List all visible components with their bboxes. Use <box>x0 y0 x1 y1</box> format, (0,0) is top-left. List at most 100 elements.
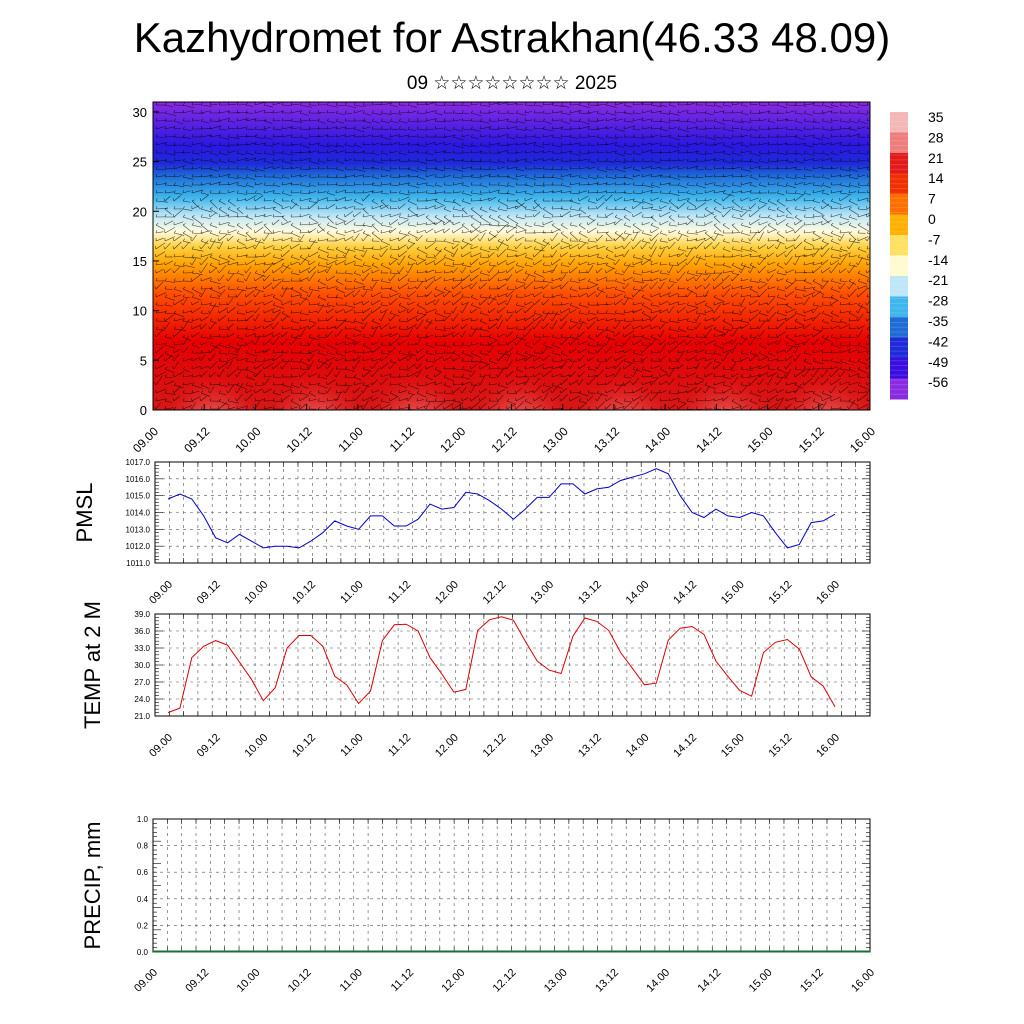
colorbar-label: 35 <box>928 109 944 125</box>
x-tick-label: 09.12 <box>195 579 223 607</box>
wind-barbs <box>154 102 870 410</box>
x-tick-label: 11.00 <box>338 732 365 759</box>
precip-panel: 0.0 0.2 0.4 0.6 0.8 1.0 09.00 09.12 10.00 10.12 11… <box>80 815 877 995</box>
x-tick-label: 14.12 <box>671 579 699 607</box>
x-tick-label: 09.12 <box>195 732 223 760</box>
x-tick-label: 15.00 <box>745 424 776 455</box>
x-tick-label: 09.12 <box>181 424 212 455</box>
colorbar-swatch <box>890 173 908 195</box>
x-tick-label: 09.12 <box>183 967 211 995</box>
y-tick-label: 27.0 <box>134 678 150 687</box>
colorbar-swatch <box>890 194 908 215</box>
x-tick-label: 10.12 <box>286 967 314 995</box>
warm-spot <box>685 348 764 410</box>
x-tick-label: 10.00 <box>242 579 270 607</box>
x-tick-label: 15.12 <box>767 579 795 607</box>
x-tick-label: 16.00 <box>814 579 842 607</box>
x-tick-label: 14.00 <box>644 967 672 995</box>
x-tick-label: 12.12 <box>481 732 509 760</box>
x-tick-label: 09.00 <box>147 732 175 760</box>
y-tick-label: 30 <box>133 105 147 120</box>
y-tick-label: 0.2 <box>137 921 149 930</box>
x-tick-label: 13.12 <box>591 424 622 455</box>
x-tick-label: 10.12 <box>290 732 318 760</box>
colorbar-label: -42 <box>928 333 948 349</box>
colorbar-label: -49 <box>928 354 948 370</box>
y-tick-label: 1013.0 <box>126 525 151 534</box>
x-tick-label: 15.00 <box>719 732 747 760</box>
y-tick-label: 0 <box>140 403 147 418</box>
colorbar-swatch <box>890 337 908 359</box>
x-tick-label: 12.00 <box>439 967 467 995</box>
colorbar-label: -21 <box>928 272 948 288</box>
x-tick-label: 15.12 <box>767 732 795 760</box>
y-axis-label: TEMP at 2 M <box>80 601 105 729</box>
y-tick-label: 1011.0 <box>126 559 150 568</box>
colorbar-label: -35 <box>928 313 948 329</box>
x-tick-label: 09.00 <box>132 967 160 995</box>
x-tick-label: 11.12 <box>386 732 413 759</box>
x-tick-label: 13.00 <box>528 732 556 760</box>
y-tick-label: 0.4 <box>137 895 149 904</box>
colorbar-label: 0 <box>928 211 936 227</box>
chart-title: Kazhydromet for Astrakhan(46.33 48.09) <box>133 14 891 61</box>
y-tick-label: 1.0 <box>137 815 149 824</box>
y-tick-label: 5 <box>140 353 147 368</box>
y-tick-label: 0.8 <box>137 842 149 851</box>
y-tick-label: 1014.0 <box>126 509 151 518</box>
temp-panel: 21.0 24.0 27.0 30.0 33.0 36.0 39.0 09.00 09.12 10… <box>80 601 871 760</box>
y-tick-label: 1016.0 <box>126 475 151 484</box>
colorbar-label: 28 <box>928 129 944 145</box>
y-tick-label: 36.0 <box>134 627 150 636</box>
y-tick-label: 20 <box>133 204 147 219</box>
chart-subtitle: 09 ☆☆☆☆☆☆☆☆ 2025 <box>406 73 618 94</box>
colorbar-swatch <box>890 317 908 338</box>
colorbar-label: 7 <box>928 191 936 207</box>
x-tick-label: 10.12 <box>290 579 318 607</box>
y-tick-label: 25 <box>133 155 147 170</box>
warm-spot <box>173 348 252 410</box>
colorbar-swatch <box>890 378 908 400</box>
x-tick-label: 13.12 <box>593 967 621 995</box>
x-tick-label: 09.00 <box>147 579 175 607</box>
y-axis-label: PMSL <box>72 483 97 543</box>
x-tick-label: 10.00 <box>242 732 270 760</box>
x-tick-label: 10.00 <box>232 424 263 455</box>
cross-section-panel: 0 5 10 15 20 25 30 09.00 09.12 10.00 10.12 11.00 11.… <box>130 101 878 455</box>
x-tick-label: 12.12 <box>488 424 519 455</box>
colorbar-swatch <box>890 132 908 154</box>
y-tick-label: 15 <box>133 254 147 269</box>
x-tick-label: 14.12 <box>696 967 724 995</box>
x-tick-label: 12.00 <box>437 424 468 455</box>
x-tick-label: 14.00 <box>624 579 652 607</box>
colorbar-label: -7 <box>928 231 941 247</box>
colorbar-label: -28 <box>928 293 948 309</box>
x-tick-label: 15.12 <box>796 424 827 455</box>
x-tick-label: 14.12 <box>693 424 724 455</box>
colorbar-label: 21 <box>928 150 944 166</box>
warm-spot <box>275 348 354 410</box>
y-axis-label: PRECIP, mm <box>80 822 105 950</box>
grid <box>153 818 870 953</box>
x-tick-label: 10.12 <box>284 424 315 455</box>
x-tick-label: 13.00 <box>540 424 571 455</box>
colorbar-swatch <box>890 235 908 256</box>
series-line-pmsl <box>167 468 836 549</box>
x-tick-label: 13.12 <box>576 579 604 607</box>
y-tick-label: 33.0 <box>134 644 150 653</box>
y-tick-label: 10 <box>133 304 147 319</box>
colorbar-label: -14 <box>928 252 948 268</box>
x-tick-label: 14.00 <box>624 732 652 760</box>
y-tick-label: 24.0 <box>134 695 150 704</box>
x-tick-label: 13.00 <box>542 967 570 995</box>
y-tick-label: 1015.0 <box>126 492 151 501</box>
x-tick-label: 12.00 <box>433 579 461 607</box>
colorbar-swatch <box>890 358 908 379</box>
x-tick-label: 11.00 <box>338 967 365 994</box>
colorbar-swatch <box>890 112 908 133</box>
heatmap-field <box>153 102 870 410</box>
x-tick-label: 11.00 <box>335 424 366 455</box>
y-tick-label: 0.6 <box>137 868 149 877</box>
x-tick-label: 10.00 <box>235 967 263 995</box>
